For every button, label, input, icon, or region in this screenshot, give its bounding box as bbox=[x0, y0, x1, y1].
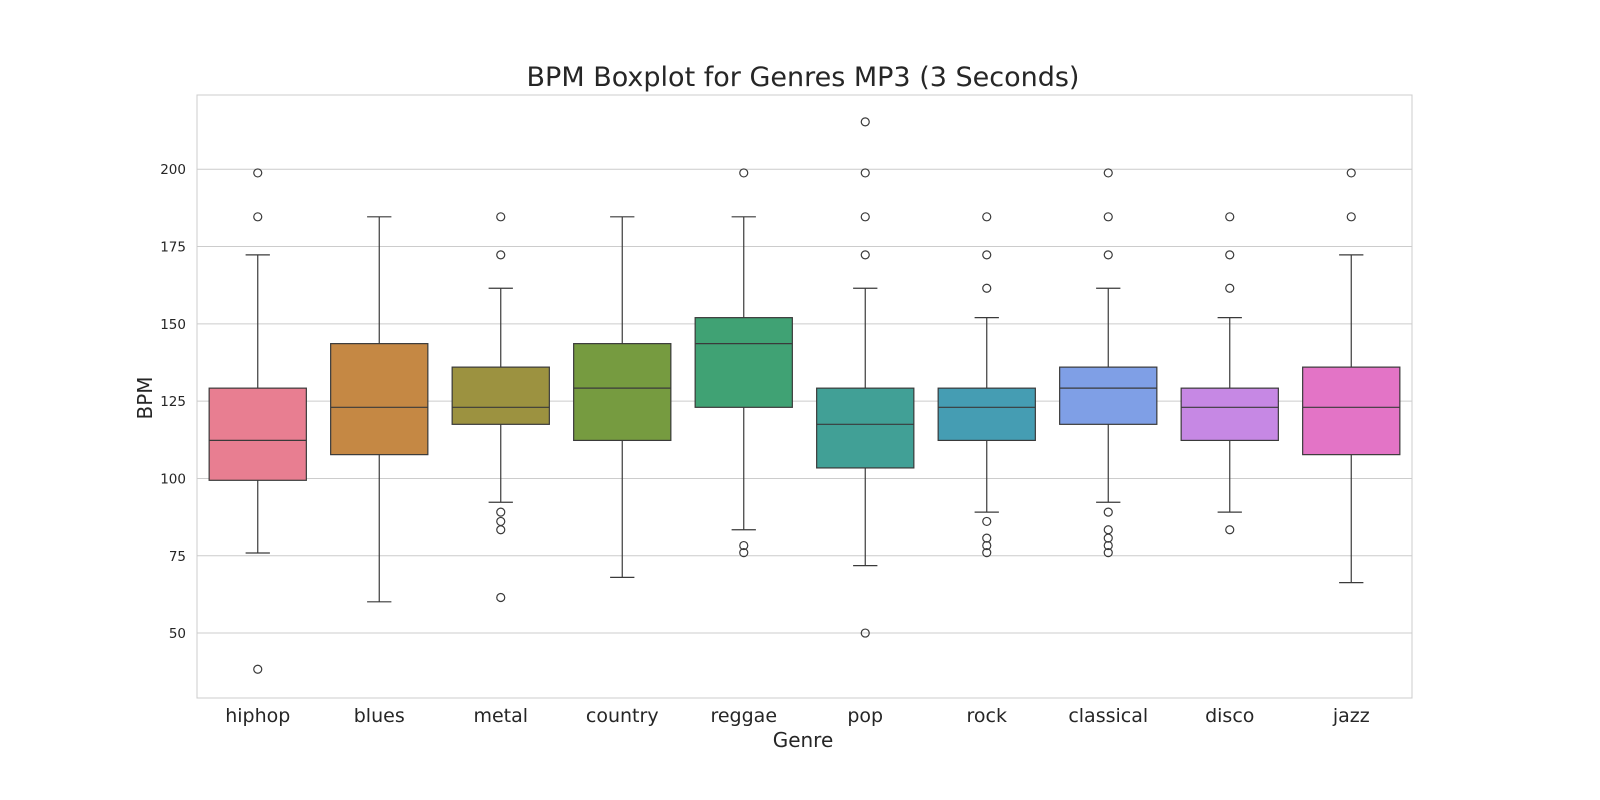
y-tick-label: 175 bbox=[160, 240, 186, 256]
outlier-point bbox=[253, 664, 263, 674]
chart-title: BPM Boxplot for Genres MP3 (3 Seconds) bbox=[527, 62, 1080, 93]
box-classical bbox=[1059, 168, 1158, 558]
outlier-point bbox=[1225, 283, 1235, 293]
outlier-point bbox=[982, 548, 992, 558]
outlier-point bbox=[1346, 212, 1356, 222]
x-tick-label: disco bbox=[1205, 705, 1254, 727]
iqr-box bbox=[1180, 387, 1279, 442]
outlier-point bbox=[1103, 525, 1113, 535]
iqr-box bbox=[694, 317, 793, 408]
y-tick-labels: 50 75 100 125 150 175 200 bbox=[160, 162, 186, 642]
y-tick-label: 150 bbox=[160, 317, 186, 333]
box-jazz bbox=[1302, 168, 1401, 584]
iqr-box bbox=[330, 343, 429, 456]
outlier-point bbox=[860, 168, 870, 178]
iqr-box bbox=[573, 343, 672, 442]
y-tick-label: 200 bbox=[160, 162, 186, 178]
box-metal bbox=[451, 212, 550, 603]
outlier-point bbox=[860, 250, 870, 260]
x-tick-label: blues bbox=[354, 705, 405, 727]
box-pop bbox=[816, 117, 915, 638]
outlier-point bbox=[739, 168, 749, 178]
x-tick-label: metal bbox=[473, 705, 528, 727]
x-tick-label: jazz bbox=[1332, 705, 1370, 727]
outlier-point bbox=[739, 548, 749, 558]
iqr-box bbox=[1059, 366, 1158, 425]
outlier-point bbox=[496, 507, 506, 517]
outlier-point bbox=[496, 212, 506, 222]
box-rock bbox=[937, 212, 1036, 558]
outlier-point bbox=[496, 516, 506, 527]
outlier-point bbox=[496, 250, 506, 260]
x-tick-labels: hiphop blues metal country reggae pop rock clas… bbox=[225, 705, 1370, 727]
iqr-box bbox=[937, 387, 1036, 442]
x-tick-label: classical bbox=[1068, 705, 1148, 727]
outlier-point bbox=[1103, 548, 1113, 558]
x-tick-label: hiphop bbox=[225, 705, 290, 727]
outlier-point bbox=[496, 525, 506, 535]
outlier-point bbox=[1103, 250, 1113, 260]
outlier-point bbox=[982, 250, 992, 260]
iqr-box bbox=[208, 387, 307, 481]
x-tick-label: rock bbox=[967, 705, 1007, 727]
box-country bbox=[573, 216, 672, 579]
outlier-point bbox=[982, 212, 992, 222]
y-axis-label: BPM bbox=[133, 376, 157, 419]
outlier-point bbox=[1103, 533, 1113, 543]
outlier-point bbox=[1225, 525, 1235, 535]
iqr-box bbox=[451, 366, 550, 425]
outlier-point bbox=[982, 283, 992, 293]
box-blues bbox=[330, 216, 429, 603]
boxes bbox=[208, 117, 1401, 674]
outlier-point bbox=[1103, 507, 1113, 517]
box-reggae bbox=[694, 168, 793, 558]
outlier-point bbox=[1103, 212, 1113, 222]
x-axis-label: Genre bbox=[773, 728, 834, 752]
y-tick-label: 50 bbox=[169, 626, 186, 642]
outlier-point bbox=[860, 212, 870, 222]
outlier-point bbox=[496, 592, 506, 603]
box-disco bbox=[1180, 212, 1279, 535]
outlier-point bbox=[1225, 212, 1235, 222]
plot-frame bbox=[196, 94, 1413, 699]
iqr-box bbox=[816, 387, 915, 469]
outlier-point bbox=[982, 533, 992, 543]
iqr-box bbox=[1302, 366, 1401, 456]
y-tick-label: 75 bbox=[169, 549, 186, 565]
outlier-point bbox=[253, 212, 263, 222]
x-tick-label: reggae bbox=[710, 705, 777, 727]
box-hiphop bbox=[208, 168, 307, 674]
y-tick-label: 100 bbox=[160, 471, 186, 487]
outlier-point bbox=[860, 628, 870, 638]
outlier-point bbox=[1103, 168, 1113, 178]
outlier-point bbox=[253, 168, 263, 178]
outlier-point bbox=[1346, 168, 1356, 178]
outlier-point bbox=[860, 117, 870, 127]
y-tick-label: 125 bbox=[160, 394, 186, 410]
x-tick-label: country bbox=[586, 705, 659, 727]
outlier-point bbox=[739, 540, 749, 551]
outlier-point bbox=[982, 516, 992, 527]
x-tick-label: pop bbox=[847, 705, 883, 727]
outlier-point bbox=[1225, 250, 1235, 260]
